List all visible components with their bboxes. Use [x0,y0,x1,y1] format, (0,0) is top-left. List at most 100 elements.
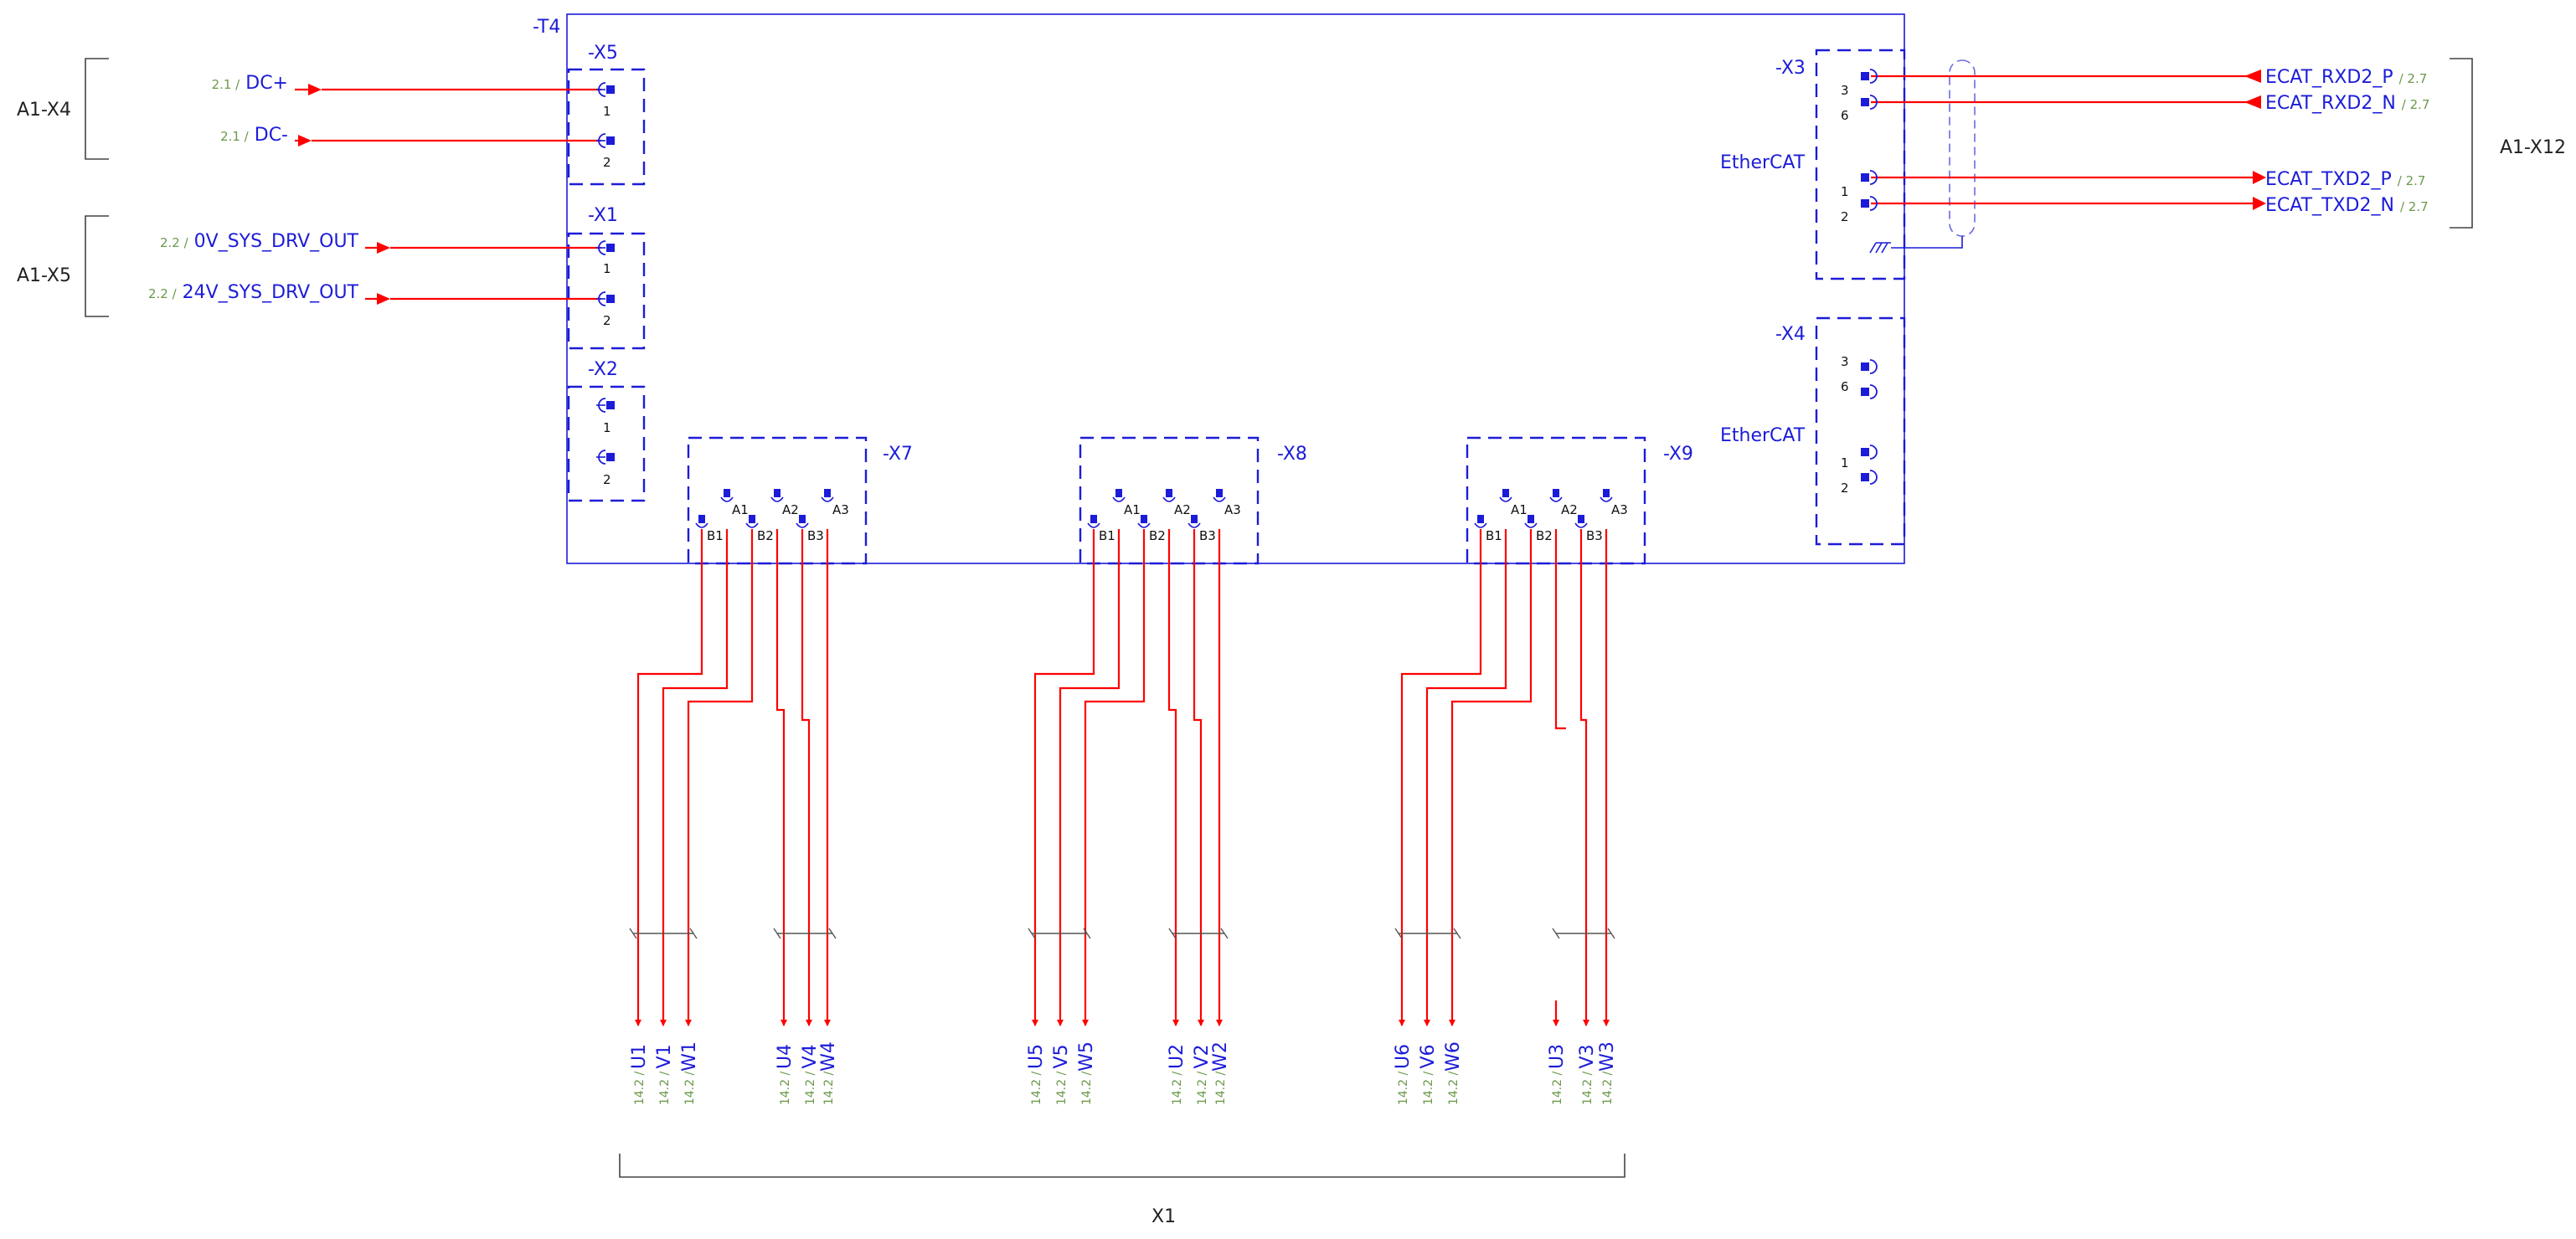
output-name-W5: W5 [1076,1041,1097,1072]
phase-wire-3-2 [1424,529,1507,1026]
connector-x7-label: -X7 [883,444,913,465]
x8-pin-A2 [1162,489,1176,502]
phase-wire-2-2 [1057,529,1121,1026]
x4-pin-2: 2 [1841,481,1849,496]
group-label-a1-x4: A1-X4 [17,100,71,121]
output-name-V2: V2 [1192,1044,1213,1068]
output-name-W6: W6 [1443,1041,1464,1072]
output-name-U5: U5 [1026,1044,1047,1069]
right-signal-1: ECAT_RXD2_P / 2.7 [2265,67,2427,88]
output-ref-U6: 14.2 / [1397,1072,1410,1106]
pin-layer: B1 A1 B2 A2 B3 A3 B1 A1 B2 A2 B3 A3 B1 A1 B2 A2 B3 A3 [596,69,1878,543]
output-ref-W1: 14.2 / [683,1072,697,1106]
x3-pin-6: 6 [1841,108,1849,123]
x7-pin-label-A2: A2 [782,502,799,517]
x9-pin-label-B1: B1 [1486,528,1502,543]
output-ref-U4: 14.2 / [779,1072,792,1106]
output-name-U2: U2 [1167,1044,1188,1069]
output-ref-U3: 14.2 / [1551,1072,1564,1106]
ethercat-pin-4 [1861,196,1878,211]
connector-x2-label: -X2 [588,359,618,380]
connector-x3-label: -X3 [1775,58,1806,79]
x9-pin-B3 [1574,515,1588,528]
device-t4-label: -T4 [533,17,560,38]
x4-socket-4 [1861,470,1878,485]
x9-pin-label-B3: B3 [1586,528,1603,543]
phase-wire-1-4 [775,529,787,1026]
connector-x3-box [1815,49,1906,280]
shield-ground-wire [1891,236,1963,249]
output-name-U3: U3 [1547,1044,1568,1069]
x7-pin-label-B3: B3 [807,528,824,543]
left-signal-2: 2.1 / DC- [220,125,288,146]
connector-x5-label: -X5 [588,43,618,64]
output-name-W1: W1 [679,1041,700,1072]
input-pin-3 [596,240,615,255]
phase-wire-1-5 [801,529,812,1026]
cable-marker-tick-5 [1394,928,1461,939]
x8-pin-A1 [1112,489,1126,502]
phase-wire-1-1 [635,529,703,1026]
connector-x8-box [1079,436,1260,565]
output-name-U6: U6 [1393,1044,1414,1069]
phase-wire-2-4 [1167,529,1179,1026]
phase-wire-3-5 [1579,529,1589,1026]
x7-pin-A2 [770,489,784,502]
output-ref-W6: 14.2 / [1447,1072,1461,1106]
cable-marker-tick-1 [629,928,698,939]
output-name-U4: U4 [775,1044,796,1069]
x1-pin1: 1 [603,261,611,276]
group-label-a1-x5: A1-X5 [17,265,71,286]
cable-marker-tick-4 [1168,928,1229,939]
output-ref-U2: 14.2 / [1171,1072,1184,1106]
input-arrow-4 [377,293,390,305]
connector-x7-box [687,436,868,565]
x2-pin2: 2 [603,472,611,487]
x3-pin-3: 3 [1841,83,1849,98]
output-name-V5: V5 [1051,1044,1072,1068]
output-name-V1: V1 [654,1044,675,1068]
output-ref-U5: 14.2 / [1030,1072,1043,1106]
output-ref-W4: 14.2 / [822,1072,836,1106]
output-ref-V1: 14.2 / [658,1072,672,1106]
cable-marker-tick-2 [773,928,837,939]
x4-pin-3: 3 [1841,354,1849,369]
x8-pin-A3 [1213,489,1226,502]
input-arrow-2 [298,135,312,147]
right-signal-2: ECAT_RXD2_N / 2.7 [2265,93,2429,114]
right-signal-4: ECAT_TXD2_N / 2.7 [2265,195,2429,216]
x9-pin-label-B2: B2 [1536,528,1553,543]
connector-x3-protocol: EtherCAT [1720,152,1806,173]
output-name-W2: W2 [1210,1041,1231,1072]
connector-x9-box [1466,436,1646,565]
connector-x1-box [567,232,646,350]
phase-wire-1-3 [685,529,754,1026]
x2-pin1: 1 [603,420,611,435]
x7-pin-label-A3: A3 [832,502,849,517]
output-ref-U1: 14.2 / [633,1072,647,1106]
x8-pin-label-A1: A1 [1124,502,1141,517]
output-ref-V4: 14.2 / [804,1072,817,1106]
x7-pin-B2 [745,515,759,528]
x9-pin-B2 [1524,515,1538,528]
phase-wire-2-5 [1193,529,1204,1026]
connector-x9-label: -X9 [1663,444,1693,465]
input-pin-2 [596,133,615,148]
left-signal-1: 2.1 / DC+ [212,73,288,94]
output-ref-V5: 14.2 / [1055,1072,1069,1106]
x3-pin-1: 1 [1841,184,1849,199]
output-ref-W3: 14.2 / [1601,1072,1615,1106]
x9-pin-A3 [1600,489,1613,502]
x8-pin-B3 [1188,515,1201,528]
x8-pin-label-B2: B2 [1149,528,1166,543]
x3-pin-2: 2 [1841,209,1849,224]
connector-x8-label: -X8 [1277,444,1307,465]
x9-pin-label-A3: A3 [1611,502,1628,517]
output-ref-V3: 14.2 / [1581,1072,1595,1106]
ethercat-arrow-2 [2244,95,2261,109]
x7-pin-label-B1: B1 [707,528,724,543]
x4-pin-1: 1 [1841,455,1849,470]
x9-pin-label-A2: A2 [1561,502,1578,517]
x4-socket-2 [1861,384,1878,399]
